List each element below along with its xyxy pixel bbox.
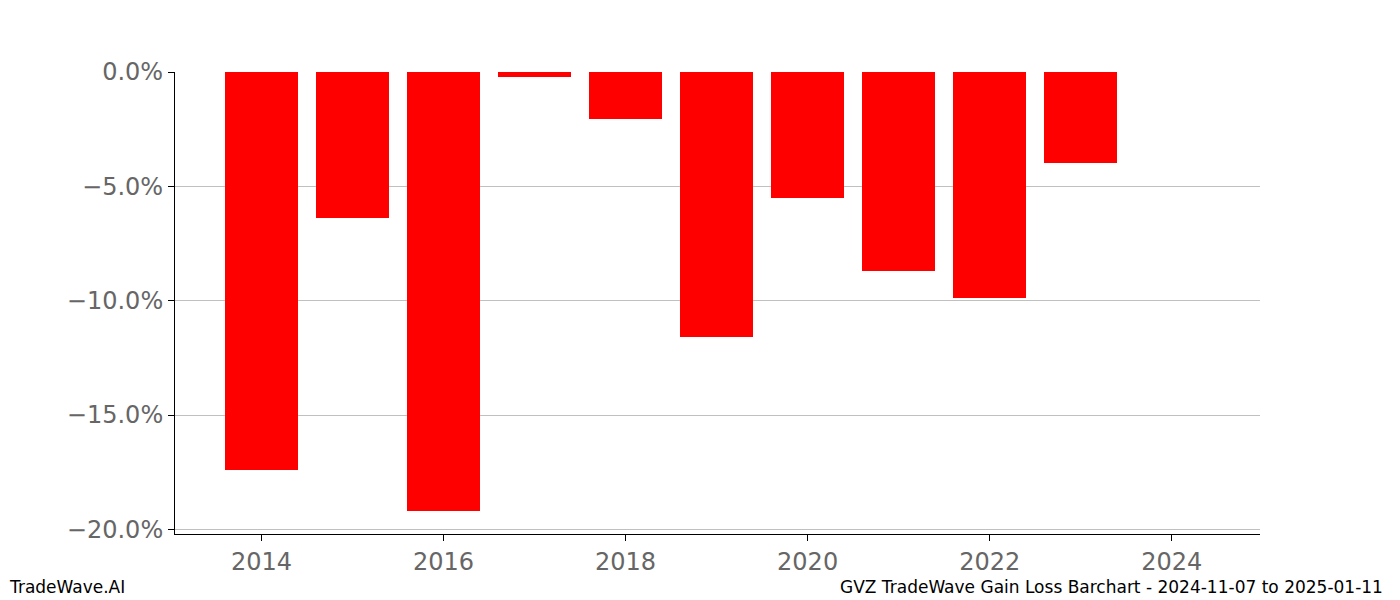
svg-text:2022: 2022 bbox=[959, 548, 1020, 576]
svg-text:TradeWave.AI: TradeWave.AI bbox=[9, 577, 125, 597]
svg-text:2020: 2020 bbox=[777, 548, 838, 576]
svg-text:2018: 2018 bbox=[595, 548, 656, 576]
svg-text:0.0%: 0.0% bbox=[102, 58, 163, 86]
svg-text:2016: 2016 bbox=[413, 548, 474, 576]
svg-text:−10.0%: −10.0% bbox=[67, 287, 163, 315]
svg-text:2014: 2014 bbox=[231, 548, 292, 576]
svg-text:GVZ TradeWave Gain Loss Barcha: GVZ TradeWave Gain Loss Barchart - 2024-… bbox=[840, 577, 1383, 597]
svg-text:2024: 2024 bbox=[1141, 548, 1202, 576]
svg-text:−15.0%: −15.0% bbox=[67, 401, 163, 429]
svg-text:−5.0%: −5.0% bbox=[82, 173, 163, 201]
svg-text:−20.0%: −20.0% bbox=[67, 516, 163, 544]
